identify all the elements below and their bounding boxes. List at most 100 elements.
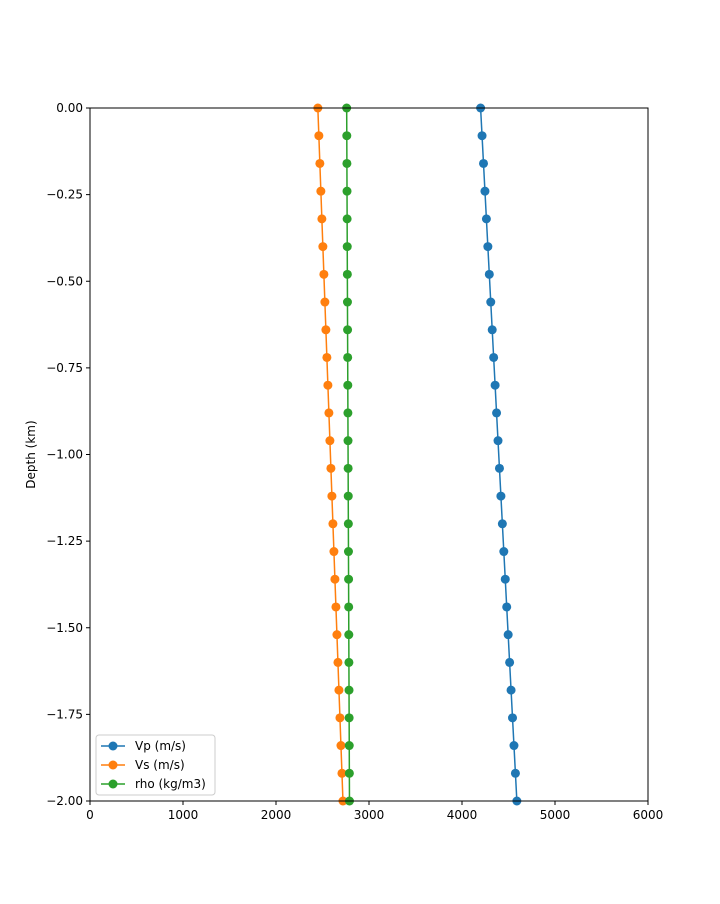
- data-point: [330, 574, 340, 584]
- data-point: [344, 630, 354, 640]
- y-axis: 0.00 −0.25 −0.50 −0.75 −1.00 −1.25 −1.50 −1.75 −…: [46, 101, 90, 808]
- data-point: [329, 547, 339, 557]
- data-point: [342, 242, 352, 252]
- data-point: [342, 297, 352, 307]
- data-point: [324, 408, 334, 418]
- data-point: [490, 380, 500, 390]
- data-point: [319, 269, 329, 279]
- data-point: [493, 436, 503, 446]
- series-line: [345, 107, 351, 802]
- data-point: [506, 685, 516, 695]
- data-point: [315, 158, 325, 168]
- plot-frame: [89, 107, 649, 802]
- data-point: [343, 491, 353, 501]
- data-point: [344, 713, 354, 723]
- y-tick-label: −0.25: [46, 188, 83, 202]
- data-point: [479, 158, 489, 168]
- x-tick-label: 0: [86, 808, 94, 822]
- data-point: [317, 214, 327, 224]
- data-point: [343, 519, 353, 529]
- data-point: [342, 158, 352, 168]
- data-point: [487, 325, 497, 335]
- data-point: [334, 685, 344, 695]
- y-axis-label: Depth (km): [24, 420, 38, 488]
- data-point: [494, 463, 504, 473]
- data-point: [318, 242, 328, 252]
- data-point: [508, 713, 518, 723]
- data-point: [314, 131, 324, 141]
- data-point: [325, 436, 335, 446]
- data-point: [503, 630, 513, 640]
- data-point: [505, 657, 515, 667]
- data-point: [320, 297, 330, 307]
- legend-frame: [95, 734, 216, 796]
- data-point: [332, 630, 342, 640]
- x-tick-label: 4000: [447, 808, 478, 822]
- data-point: [335, 713, 345, 723]
- legend-label: Vp (m/s): [135, 739, 186, 753]
- x-tick-label: 3000: [354, 808, 385, 822]
- series-line: [317, 107, 344, 802]
- y-tick-label: 0.00: [56, 101, 83, 115]
- x-axis: 0 1000 2000 3000 4000 5000 6000: [86, 801, 663, 822]
- data-point: [342, 214, 352, 224]
- x-tick-label: 6000: [633, 808, 664, 822]
- data-point: [342, 131, 352, 141]
- data-point: [483, 242, 493, 252]
- data-point: [344, 574, 354, 584]
- data-point: [316, 186, 326, 196]
- data-point: [342, 186, 352, 196]
- legend-label: Vs (m/s): [135, 758, 185, 772]
- data-point: [492, 408, 502, 418]
- x-tick-label: 1000: [168, 808, 199, 822]
- data-point: [344, 741, 354, 751]
- y-tick-label: −1.75: [46, 707, 83, 721]
- x-tick-label: 2000: [261, 808, 292, 822]
- data-point: [480, 186, 490, 196]
- data-point: [343, 352, 353, 362]
- data-point: [344, 657, 354, 667]
- legend-marker: [108, 779, 118, 789]
- series-layer: [313, 103, 522, 806]
- data-point: [344, 768, 354, 778]
- data-point: [510, 768, 520, 778]
- data-point: [343, 380, 353, 390]
- data-point: [500, 574, 510, 584]
- y-tick-label: −0.75: [46, 361, 83, 375]
- legend: Vp (m/s) Vs (m/s) rho (kg/m3): [95, 734, 216, 796]
- data-point: [477, 131, 487, 141]
- data-point: [331, 602, 341, 612]
- series-line: [479, 107, 518, 802]
- data-point: [343, 436, 353, 446]
- data-point: [344, 602, 354, 612]
- data-point: [344, 685, 354, 695]
- data-point: [326, 463, 336, 473]
- data-point: [343, 547, 353, 557]
- data-point: [502, 602, 512, 612]
- legend-label: rho (kg/m3): [135, 777, 206, 791]
- legend-marker: [108, 741, 118, 751]
- y-tick-label: −0.50: [46, 274, 83, 288]
- data-point: [323, 380, 333, 390]
- data-point: [489, 352, 499, 362]
- data-point: [497, 519, 507, 529]
- data-point: [496, 491, 506, 501]
- y-tick-label: −1.50: [46, 621, 83, 635]
- y-tick-label: −1.00: [46, 448, 83, 462]
- series-vs: [313, 103, 348, 806]
- data-point: [486, 297, 496, 307]
- data-point: [481, 214, 491, 224]
- data-point: [343, 325, 353, 335]
- data-point: [342, 269, 352, 279]
- data-point: [333, 657, 343, 667]
- data-point: [327, 491, 337, 501]
- data-point: [343, 408, 353, 418]
- data-point: [509, 741, 519, 751]
- data-point: [336, 741, 346, 751]
- data-point: [343, 463, 353, 473]
- data-point: [484, 269, 494, 279]
- x-tick-label: 5000: [540, 808, 571, 822]
- y-tick-label: −2.00: [46, 794, 83, 808]
- data-point: [321, 325, 331, 335]
- data-point: [328, 519, 338, 529]
